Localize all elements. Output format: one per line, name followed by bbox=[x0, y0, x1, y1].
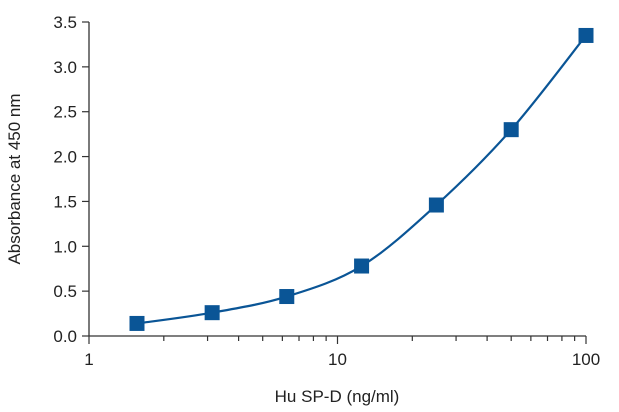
x-tick-label: 10 bbox=[328, 350, 347, 369]
y-tick-label: 3.0 bbox=[53, 58, 77, 77]
series-group bbox=[129, 27, 594, 331]
y-tick-label: 1.0 bbox=[53, 237, 77, 256]
data-point-marker bbox=[503, 122, 519, 138]
series-fit-line bbox=[136, 34, 587, 325]
data-point-marker bbox=[578, 27, 594, 43]
data-point-marker bbox=[129, 315, 145, 331]
x-ticks: 1 10 100 bbox=[84, 336, 600, 369]
y-tick-label: 2.0 bbox=[53, 148, 77, 167]
data-point-marker bbox=[279, 289, 295, 305]
y-tick-label: 1.5 bbox=[53, 192, 77, 211]
x-axis-title: Hu SP-D (ng/ml) bbox=[275, 387, 400, 406]
y-tick-label: 2.5 bbox=[53, 103, 77, 122]
axes bbox=[88, 22, 586, 337]
data-point-marker bbox=[354, 258, 370, 274]
y-tick-label: 0.0 bbox=[53, 327, 77, 346]
y-tick-label: 3.5 bbox=[53, 13, 77, 32]
x-tick-label: 100 bbox=[572, 350, 600, 369]
x-tick-label: 1 bbox=[84, 350, 93, 369]
y-tick-label: 0.5 bbox=[53, 282, 77, 301]
y-ticks: 0.0 0.5 1.0 1.5 2.0 2.5 3.0 3.5 bbox=[53, 13, 89, 346]
y-axis-title: Absorbance at 450 nm bbox=[5, 93, 24, 264]
data-point-marker bbox=[428, 197, 444, 213]
data-point-marker bbox=[204, 305, 220, 321]
